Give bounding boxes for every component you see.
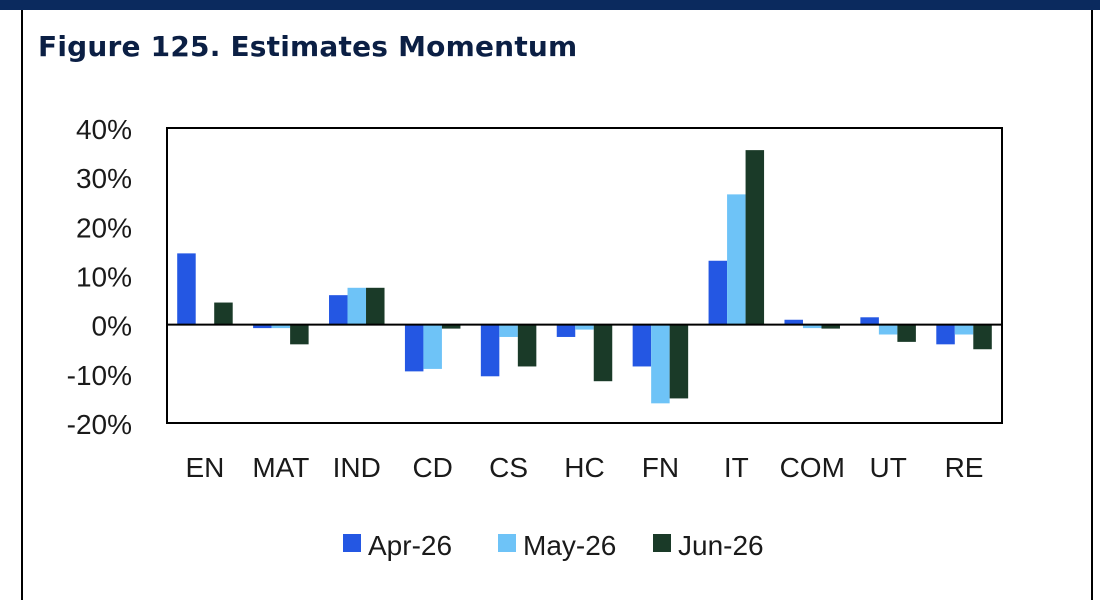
- legend-swatch-may-26: [498, 534, 516, 552]
- bar-jun-26-ind: [366, 287, 385, 325]
- y-tick-label: 20%: [76, 212, 132, 243]
- x-tick-label: COM: [780, 452, 845, 483]
- y-tick-label: -20%: [67, 409, 132, 440]
- bar-jun-26-fn: [669, 324, 689, 399]
- bar-jun-26-mat: [290, 324, 309, 345]
- bar-apr-26-fn: [632, 324, 652, 367]
- x-tick-label: IND: [333, 452, 381, 483]
- bar-apr-26-mat: [253, 324, 272, 329]
- x-tick-label: CD: [412, 452, 452, 483]
- bar-may-26-cs: [499, 324, 518, 337]
- bar-jun-26-it: [745, 150, 765, 325]
- bar-jun-26-ut: [897, 324, 916, 342]
- bar-may-26-hc: [575, 324, 594, 330]
- y-tick-label: 0%: [92, 311, 132, 342]
- legend-label-jun-26: Jun-26: [678, 530, 764, 561]
- bar-apr-26-re: [936, 324, 955, 345]
- legend-label-may-26: May-26: [523, 530, 616, 561]
- frame-border-right: [1091, 10, 1093, 600]
- header-bar: [0, 0, 1100, 10]
- bar-apr-26-cs: [480, 324, 500, 377]
- bar-apr-26-ind: [329, 295, 348, 325]
- y-tick-label: -10%: [67, 360, 132, 391]
- x-tick-label: HC: [564, 452, 604, 483]
- x-tick-label: IT: [724, 452, 749, 483]
- bar-jun-26-cs: [517, 324, 537, 367]
- y-tick-label: 40%: [76, 114, 132, 145]
- bar-jun-26-en: [214, 302, 233, 325]
- bar-jun-26-cd: [441, 324, 461, 329]
- bar-may-26-cd: [423, 324, 442, 369]
- y-tick-label: 30%: [76, 163, 132, 194]
- bar-apr-26-en: [177, 253, 196, 325]
- x-tick-label: UT: [869, 452, 906, 483]
- bar-jun-26-re: [973, 324, 992, 350]
- bar-may-26-mat: [271, 324, 291, 329]
- bar-apr-26-cd: [404, 324, 424, 372]
- bar-may-26-ind: [347, 287, 367, 325]
- bar-apr-26-it: [708, 260, 728, 325]
- x-tick-label: FN: [642, 452, 679, 483]
- legend-swatch-apr-26: [343, 534, 361, 552]
- bar-may-26-ut: [878, 324, 898, 335]
- x-tick-label: MAT: [252, 452, 309, 483]
- x-tick-label: RE: [945, 452, 984, 483]
- bar-may-26-fn: [651, 324, 670, 404]
- bar-apr-26-com: [784, 319, 803, 325]
- bar-jun-26-hc: [593, 324, 613, 382]
- bar-may-26-it: [727, 194, 746, 325]
- legend-swatch-jun-26: [653, 534, 671, 552]
- frame-border-left: [21, 10, 23, 600]
- bar-may-26-com: [802, 324, 822, 329]
- bar-apr-26-hc: [556, 324, 576, 337]
- bar-jun-26-com: [821, 324, 840, 329]
- x-tick-label: CS: [489, 452, 528, 483]
- x-tick-label: EN: [186, 452, 225, 483]
- plot-area-border: [166, 127, 1003, 424]
- chart-title: Figure 125. Estimates Momentum: [38, 30, 578, 63]
- legend-label-apr-26: Apr-26: [368, 530, 452, 561]
- bar-may-26-re: [954, 324, 974, 335]
- y-tick-label: 10%: [76, 262, 132, 293]
- bar-apr-26-ut: [860, 317, 879, 325]
